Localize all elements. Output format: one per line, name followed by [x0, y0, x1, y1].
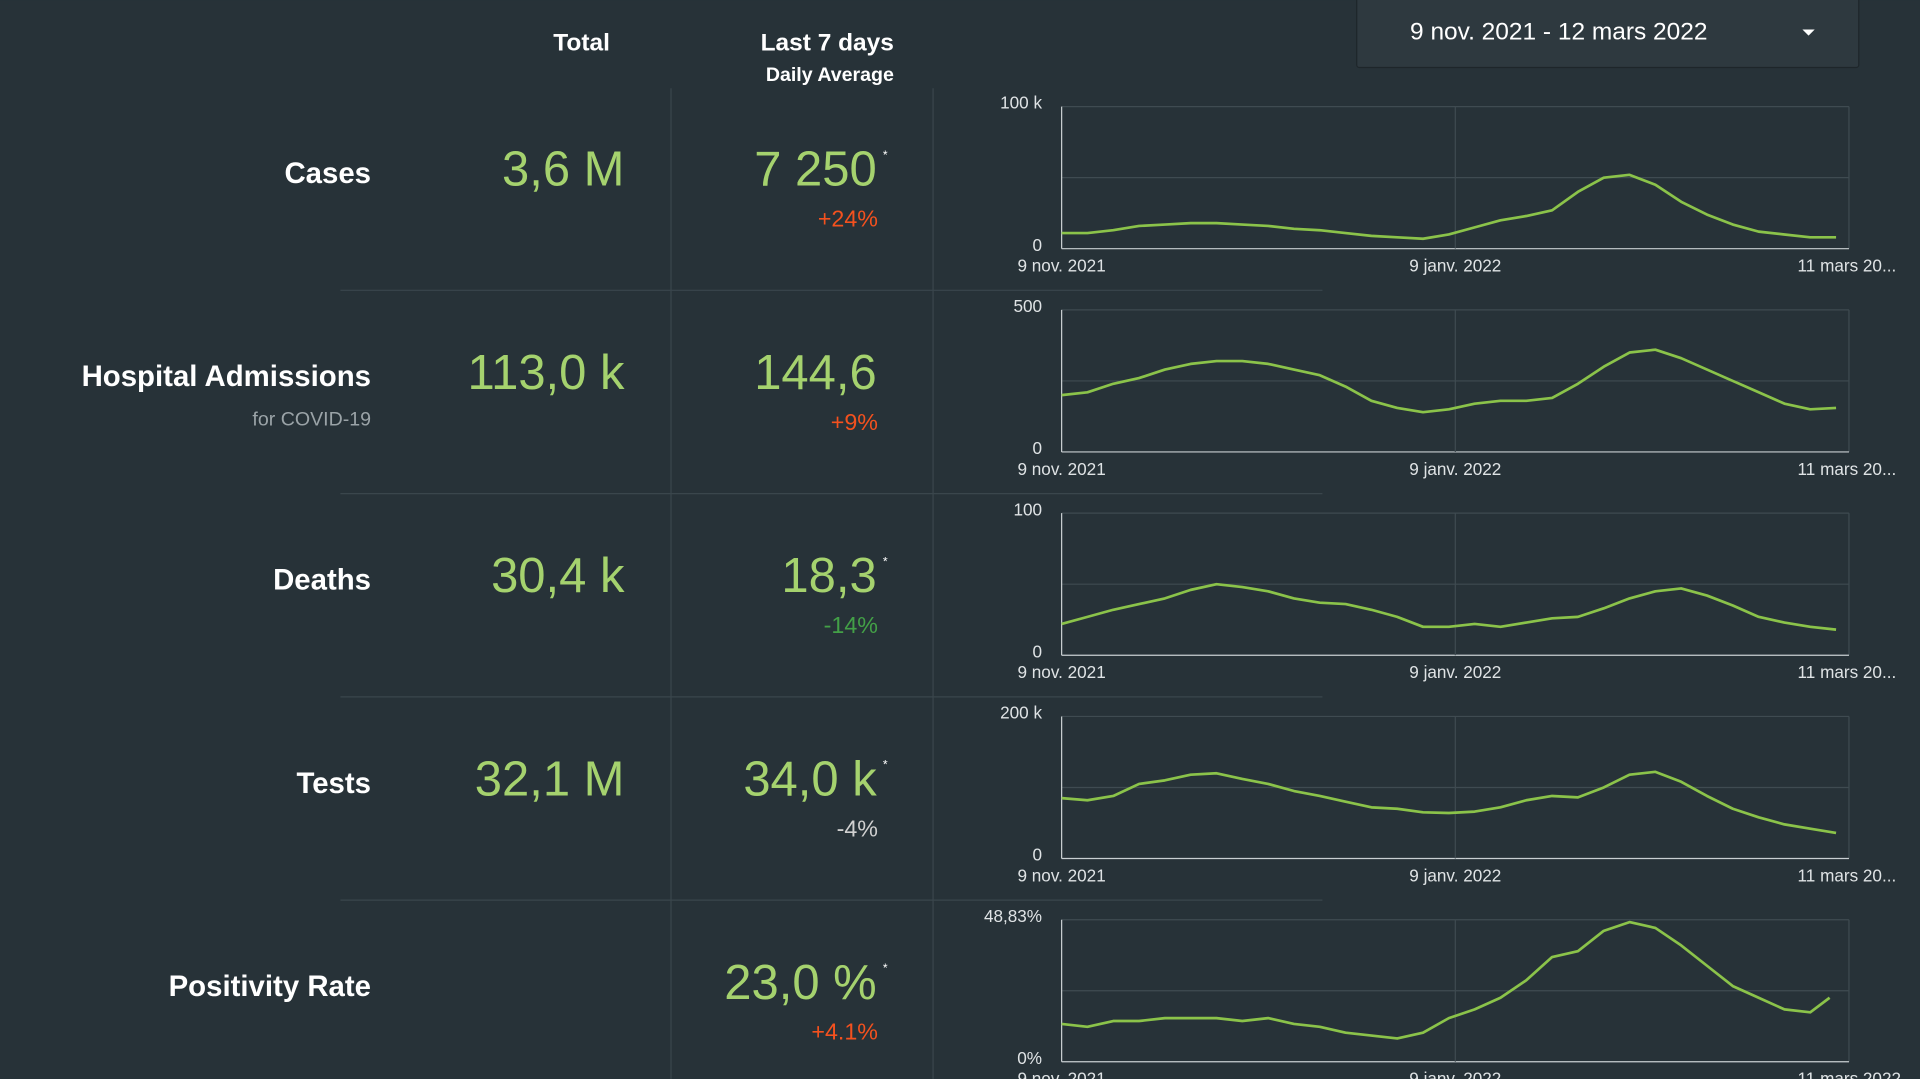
average-value: 7 250	[754, 143, 877, 197]
x-tick-label: 9 janv. 2022	[1409, 459, 1501, 479]
column-subheader: Daily Average	[766, 64, 894, 86]
average-value: 18,3	[781, 549, 876, 603]
row-sublabel: for COVID-19	[252, 408, 371, 430]
date-range[interactable]: 9 nov. 2021 - 12 mars 2022	[1410, 19, 1707, 46]
y-tick-label: 500	[1013, 296, 1042, 316]
x-tick-label: 9 nov. 2021	[1018, 256, 1106, 276]
column-header: Total	[553, 30, 610, 57]
x-tick-label: 11 mars 20...	[1798, 256, 1897, 276]
y-tick-label: 0	[1033, 235, 1043, 255]
x-tick-label: 9 janv. 2022	[1409, 1069, 1501, 1079]
total-value: 113,0 k	[467, 346, 625, 400]
asterisk: *	[883, 961, 888, 975]
total-value: 32,1 M	[475, 752, 625, 806]
asterisk: *	[883, 148, 888, 162]
column-header: Last 7 days	[761, 30, 894, 57]
x-tick-label: 9 nov. 2021	[1018, 459, 1106, 479]
date-range-picker[interactable]	[1356, 0, 1860, 69]
y-tick-label: 100	[1013, 499, 1042, 519]
average-value: 144,6	[754, 346, 877, 400]
data-line	[1061, 582, 1837, 631]
row-label: Cases	[284, 157, 371, 190]
x-tick-label: 9 nov. 2021	[1018, 662, 1106, 682]
asterisk: *	[883, 554, 888, 568]
y-tick-label: 0%	[1017, 1048, 1042, 1068]
x-tick-label: 9 nov. 2021	[1018, 865, 1106, 885]
asterisk: *	[883, 758, 888, 772]
x-tick-label: 11 mars 20...	[1798, 865, 1897, 885]
data-line	[1061, 770, 1837, 835]
change-value: -4%	[837, 815, 878, 841]
y-tick-label: 100 k	[1000, 93, 1042, 113]
change-value: +9%	[831, 409, 878, 435]
row-label: Hospital Admissions	[82, 360, 371, 393]
x-tick-label: 11 mars 20...	[1798, 459, 1897, 479]
y-tick-label: 48,83%	[984, 906, 1042, 926]
row-label: Positivity Rate	[169, 970, 371, 1003]
x-tick-label: 9 janv. 2022	[1409, 662, 1501, 682]
x-tick-label: 9 nov. 2021	[1018, 1069, 1106, 1079]
y-tick-label: 0	[1033, 641, 1043, 661]
y-tick-label: 0	[1033, 438, 1043, 458]
x-tick-label: 9 janv. 2022	[1409, 865, 1501, 885]
total-value: 30,4 k	[491, 549, 625, 603]
row-label: Deaths	[273, 564, 371, 597]
total-value: 3,6 M	[502, 143, 624, 197]
y-tick-label: 200 k	[1000, 703, 1042, 723]
data-line	[1061, 920, 1831, 1040]
average-value: 34,0 k	[743, 752, 877, 806]
data-line	[1061, 173, 1837, 241]
data-line	[1061, 348, 1837, 414]
dropdown-caret[interactable]	[1802, 29, 1815, 36]
change-value: +4.1%	[811, 1019, 878, 1045]
x-tick-label: 9 janv. 2022	[1409, 256, 1501, 276]
x-tick-label: 11 mars 20...	[1798, 662, 1897, 682]
change-value: -14%	[824, 612, 878, 638]
y-tick-label: 0	[1033, 845, 1043, 865]
average-value: 23,0 %	[724, 956, 876, 1010]
x-tick-label: 11 mars 2022	[1798, 1069, 1901, 1079]
row-label: Tests	[296, 767, 371, 800]
change-value: +24%	[818, 206, 878, 232]
